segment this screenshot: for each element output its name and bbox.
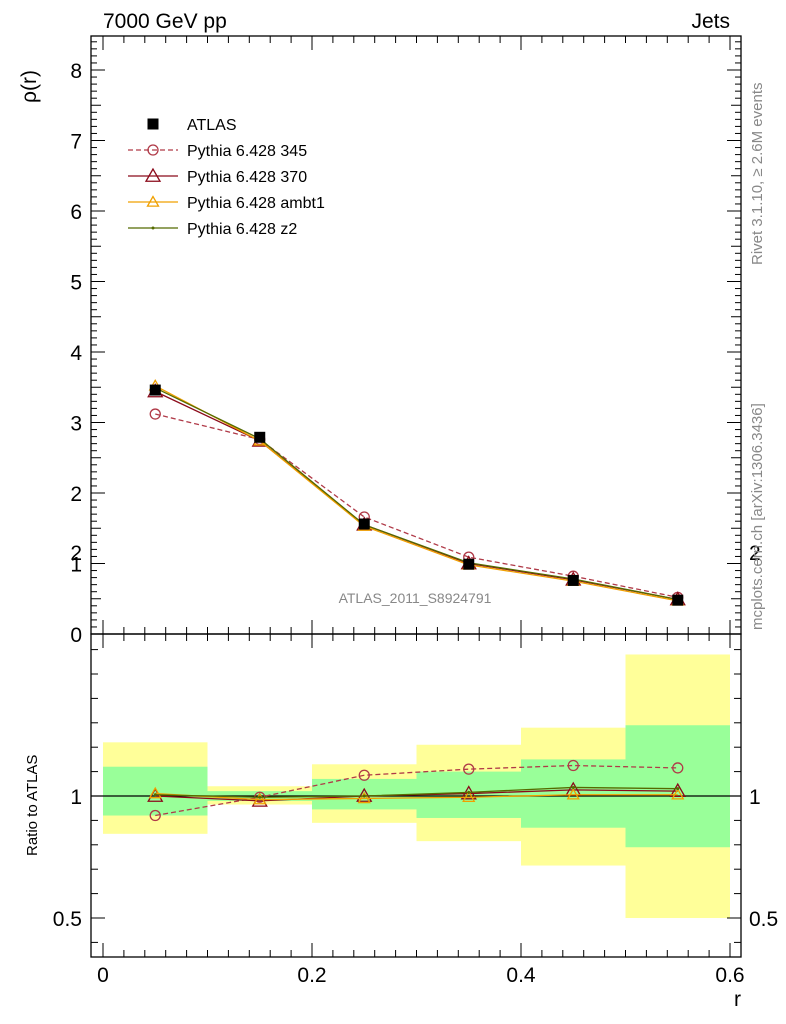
main-point-atlas xyxy=(358,518,370,530)
legend-label: Pythia 6.428 z2 xyxy=(187,221,297,238)
ratio-y-tick-label-right: 0.5 xyxy=(749,908,778,931)
ratio-point-pythia-6-428-ambt1 xyxy=(357,791,371,804)
ratio-point-pythia-6-428-345 xyxy=(358,769,370,781)
legend-entry-pythia-6-428-ambt1: Pythia 6.428 ambt1 xyxy=(128,195,325,212)
legend-marker xyxy=(151,226,155,230)
main-y-tick-label: 4 xyxy=(70,342,82,365)
ratio-point-pythia-6-428-ambt1 xyxy=(462,790,476,802)
x-axis-label: r xyxy=(734,988,741,1011)
ratio-point-pythia-6-428-345 xyxy=(149,809,161,822)
main-y-tick-label: 5 xyxy=(70,272,82,295)
main-line-pythia-6-428-ambt1 xyxy=(154,385,678,602)
legend-marker xyxy=(146,195,160,207)
main-point-atlas xyxy=(672,594,684,606)
ratio-y-tick-label-right: 1 xyxy=(749,786,761,809)
main-line-pythia-6-428-370 xyxy=(154,390,678,601)
main-point-atlas xyxy=(149,384,161,396)
main-line-pythia-6-428-z2 xyxy=(154,387,678,601)
main-y-axis-label: ρ(r) xyxy=(18,70,41,103)
green-band-bin-0 xyxy=(103,766,208,816)
ratio-point-pythia-6-428-z2 xyxy=(467,790,471,794)
main-series-atlas xyxy=(149,384,684,606)
ratio-point-pythia-6-428-ambt1 xyxy=(566,787,580,800)
green-band-bin-5 xyxy=(625,725,730,848)
header-right: Jets xyxy=(691,10,730,33)
x-tick-label: 0 xyxy=(97,964,109,987)
main-series-pythia-6-428-z2 xyxy=(153,386,680,601)
legend-entry-pythia-6-428-370: Pythia 6.428 370 xyxy=(128,167,307,186)
main-y-tick-label: 1 xyxy=(70,554,82,577)
main-y-tick-label: 6 xyxy=(70,201,82,224)
ratio-point-pythia-6-428-ambt1 xyxy=(148,786,162,799)
main-series-pythia-6-428-370 xyxy=(147,383,686,606)
ratio-point-pythia-6-428-ambt1 xyxy=(253,792,267,805)
legend-entry-pythia-6-428-345: Pythia 6.428 345 xyxy=(128,143,307,160)
main-y-tick-label: 8 xyxy=(70,60,82,83)
ratio-line-pythia-6-428-z2 xyxy=(155,786,678,798)
legend-marker xyxy=(147,144,159,156)
main-point-atlas xyxy=(254,431,266,443)
main-y-tick-label: 7 xyxy=(70,131,82,154)
ratio-point-pythia-6-428-z2 xyxy=(362,794,366,798)
main-y-tick-label: 0 xyxy=(70,624,82,647)
ratio-series-pythia-6-428-z2 xyxy=(153,785,680,799)
rivet-version-text: Rivet 3.1.10, ≥ 2.6M events xyxy=(749,83,766,266)
axis-ticks xyxy=(91,36,741,957)
main-point-atlas xyxy=(463,558,475,570)
ratio-point-pythia-6-428-345 xyxy=(672,762,684,774)
ratio-y-axis-label: Ratio to ATLAS xyxy=(24,755,41,856)
main-series-pythia-6-428-ambt1 xyxy=(148,379,685,606)
main-y-tick-label: 2 xyxy=(70,483,82,506)
header-left: 7000 GeV pp xyxy=(103,10,227,33)
ratio-series-pythia-6-428-ambt1 xyxy=(148,786,685,805)
legend-label: Pythia 6.428 370 xyxy=(187,169,307,186)
x-tick-label: 0.2 xyxy=(297,964,326,987)
legend-label: ATLAS xyxy=(187,117,237,134)
series-layer xyxy=(147,379,686,822)
legend-entry-atlas: ATLAS xyxy=(147,117,237,134)
ratio-point-pythia-6-428-345 xyxy=(567,759,579,772)
x-tick-label: 0.4 xyxy=(506,964,536,987)
main-line-pythia-6-428-345 xyxy=(155,413,678,598)
ratio-point-pythia-6-428-370 xyxy=(669,782,686,798)
green-band-bin-4 xyxy=(521,759,626,828)
ratio-point-pythia-6-428-z2 xyxy=(571,785,575,789)
ratio-y-tick-label-left: 2 xyxy=(70,542,82,565)
ratio-point-pythia-6-428-370 xyxy=(356,787,373,802)
legend-marker xyxy=(144,167,162,182)
legend-entry-pythia-6-428-z2: Pythia 6.428 z2 xyxy=(128,221,297,238)
ratio-y-tick-label-right: 2 xyxy=(749,542,761,565)
watermark: ATLAS_2011_S8924791 xyxy=(339,590,492,606)
x-tick-label: 0.6 xyxy=(715,964,744,987)
main-series-pythia-6-428-345 xyxy=(149,408,684,603)
main-y-tick-label: 3 xyxy=(70,413,82,436)
legend-label: Pythia 6.428 ambt1 xyxy=(187,195,325,212)
ratio-point-pythia-6-428-z2 xyxy=(153,793,157,797)
ratio-point-pythia-6-428-z2 xyxy=(258,795,262,799)
ratio-line-pythia-6-428-ambt1 xyxy=(155,792,678,801)
ratio-point-pythia-6-428-ambt1 xyxy=(671,787,685,800)
ratio-point-pythia-6-428-345 xyxy=(463,763,475,775)
main-point-atlas xyxy=(567,574,579,586)
ratio-point-pythia-6-428-z2 xyxy=(676,787,680,791)
ratio-y-tick-label-left: 0.5 xyxy=(53,908,82,931)
legend-label: Pythia 6.428 345 xyxy=(187,143,307,160)
ratio-y-tick-label-left: 1 xyxy=(70,786,82,809)
ratio-uncertainty-bands xyxy=(103,654,730,918)
main-point-pythia-6-428-345 xyxy=(149,408,161,420)
legend-marker xyxy=(147,118,159,130)
mcplots-reference-text: mcplots.cern.ch [arXiv:1306.3436] xyxy=(749,403,766,630)
legend: ATLAS Pythia 6.428 345 Pythia 6.428 370 Pyt… xyxy=(128,117,325,238)
